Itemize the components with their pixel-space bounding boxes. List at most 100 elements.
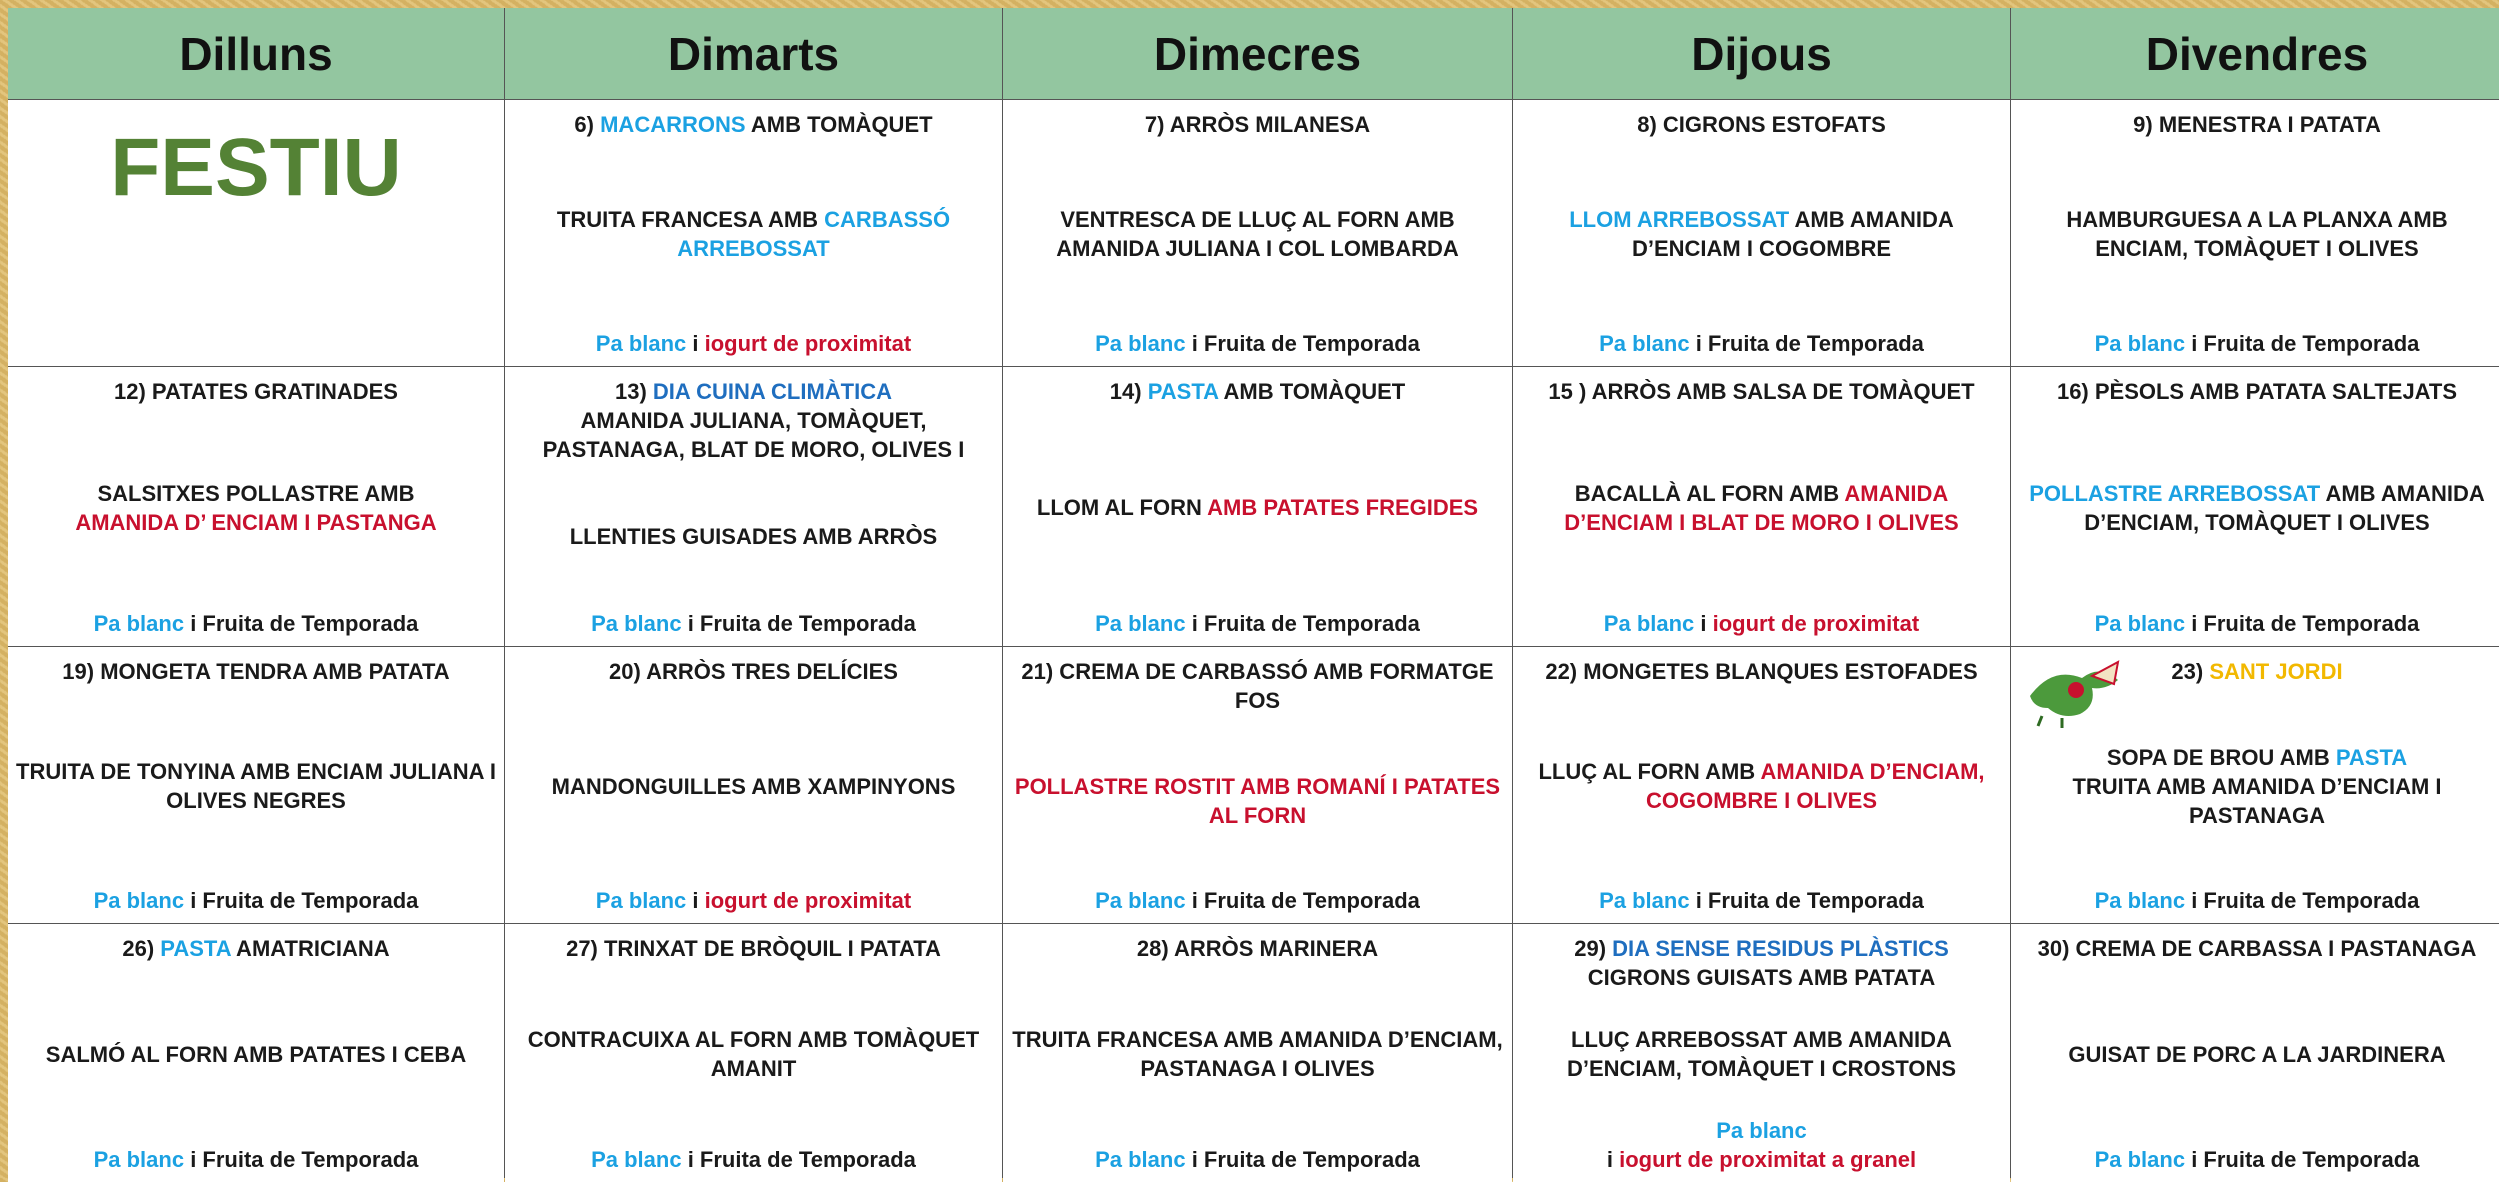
menu-line: AMANIDA JULIANA, TOMÀQUET, PASTANAGA, BL… [513,406,994,464]
menu-text: i [686,331,705,356]
menu-text: TRUITA DE TONYINA AMB ENCIAM JULIANA I O… [16,759,496,813]
menu-line: BACALLÀ AL FORN AMB AMANIDA D’ENCIAM I B… [1521,479,2002,537]
second-dish: SALMÓ AL FORN AMB PATATES I CEBA [16,963,496,1145]
menu-line: 16) PÈSOLS AMB PATATA SALTEJATS [2019,377,2495,406]
menu-text: i Fruita de Temporada [184,611,419,636]
menu-text: i Fruita de Temporada [1689,331,1924,356]
menu-line: Pa blanc i Fruita de Temporada [1011,1145,1504,1174]
menu-text: 7) ARRÒS MILANESA [1144,112,1371,137]
holiday-label: FESTIU [110,122,402,213]
first-dish: 13) DIA CUINA CLIMÀTICA AMANIDA JULIANA, … [513,377,994,464]
dish: SALSITXES POLLASTRE AMB AMANIDA D’ ENCIAM… [16,479,496,537]
menu-text: iogurt de proximitat [1712,611,1920,636]
menu-text: Pa blanc [2094,611,2186,636]
menu-text: i Fruita de Temporada [184,888,419,913]
menu-line: 28) ARRÒS MARINERA [1011,934,1504,963]
menu-line: SALSITXES POLLASTRE AMB [16,479,496,508]
first-dish: 30) CREMA DE CARBASSA I PASTANAGA [2019,934,2495,963]
menu-line: VENTRESCA DE LLUÇ AL FORN AMB AMANIDA JU… [1011,205,1504,263]
menu-line: TRUITA DE TONYINA AMB ENCIAM JULIANA I O… [16,757,496,815]
dish: MANDONGUILLES AMB XAMPINYONS [513,772,994,801]
first-dish: 22) MONGETES BLANQUES ESTOFADES [1521,657,2002,686]
dish: VENTRESCA DE LLUÇ AL FORN AMB AMANIDA JU… [1011,205,1504,263]
menu-cell: 26) PASTA AMATRICIANA SALMÓ AL FORN AMB P… [8,924,504,1182]
menu-text: AMB AMANIDA D’ENCIAM, TOMÀQUET I OLIVES [2084,480,2485,535]
menu-text: 27) TRINXAT DE BRÒQUIL I PATATA [566,936,941,961]
menu-line: 19) MONGETA TENDRA AMB PATATA [16,657,496,686]
menu-line: HAMBURGUESA A LA PLANXA AMB ENCIAM, TOMÀ… [2019,205,2495,263]
menu-line: TRUITA FRANCESA AMB AMANIDA D’ENCIAM, PA… [1011,1025,1504,1083]
dish: LLUÇ ARREBOSSAT AMB AMANIDA D’ENCIAM, TO… [1521,1025,2002,1083]
menu-text: i Fruita de Temporada [2185,888,2420,913]
menu-text: Pa blanc [1095,1147,1186,1172]
first-dish: 9) MENESTRA I PATATA [2019,110,2495,139]
menu-line: LLOM ARREBOSSAT AMB AMANIDA D’ENCIAM I C… [1521,205,2002,263]
menu-text: MANDONGUILLES AMB XAMPINYONS [551,773,956,799]
menu-text: CARBASSÓ ARREBOSSAT [677,207,951,261]
menu-line: 8) CIGRONS ESTOFATS [1521,110,2002,139]
menu-cell: 15 ) ARRÒS AMB SALSA DE TOMÀQUET BACALLÀ … [1513,367,2010,646]
menu-line: 13) DIA CUINA CLIMÀTICA [513,377,994,406]
menu-line: 26) PASTA AMATRICIANA [16,934,496,963]
menu-text: SALSITXES POLLASTRE AMB [97,480,415,506]
menu-text: POLLASTRE ROSTIT AMB ROMANÍ I PATATES AL… [1014,773,1501,828]
menu-line: Pa blanc i Fruita de Temporada [2019,329,2495,358]
second-dish: TRUITA FRANCESA AMB AMANIDA D’ENCIAM, PA… [1011,963,1504,1145]
dish: CONTRACUIXA AL FORN AMB TOMÀQUET AMANIT [513,1025,994,1083]
menu-line: 22) MONGETES BLANQUES ESTOFADES [1521,657,2002,686]
second-dish: LLOM ARREBOSSAT AMB AMANIDA D’ENCIAM I C… [1521,139,2002,329]
dish: LLUÇ AL FORN AMB AMANIDA D’ENCIAM, COGOM… [1521,757,2002,815]
second-dish: TRUITA FRANCESA AMB CARBASSÓ ARREBOSSAT [513,139,994,329]
menu-text: 22) MONGETES BLANQUES ESTOFADES [1545,659,1978,684]
menu-line: SOPA DE BROU AMB PASTA [2019,743,2495,772]
menu-text: i Fruita de Temporada [1185,1147,1420,1172]
dish: LLOM ARREBOSSAT AMB AMANIDA D’ENCIAM I C… [1521,205,2002,263]
menu-text: Pa blanc [595,331,687,356]
menu-text: AMANIDA D’ENCIAM, COGOMBRE I OLIVES [1645,759,1985,813]
menu-line: 12) PATATES GRATINADES [16,377,496,406]
first-dish: 26) PASTA AMATRICIANA [16,934,496,963]
dish: GUISAT DE PORC A LA JARDINERA [2019,1040,2495,1069]
menu-text: 23) [2171,659,2210,684]
dessert: Pa blanc i Fruita de Temporada [2019,886,2495,915]
menu-text: CIGRONS GUISATS AMB PATATA [1587,965,1936,990]
menu-text: AMANIDA D’ENCIAM I BLAT DE MORO I OLIVES [1564,480,1959,535]
menu-text: SANT JORDI [2209,659,2343,684]
menu-text: i Fruita de Temporada [681,1147,916,1172]
menu-text: 12) PATATES GRATINADES [114,379,398,404]
dessert: Pa blanc i Fruita de Temporada [1011,1145,1504,1174]
menu-text: LLUÇ ARREBOSSAT AMB AMANIDA D’ENCIAM, TO… [1566,1027,1957,1081]
menu-text: Pa blanc [2094,888,2186,913]
menu-text: AMB TOMÀQUET [745,112,933,137]
dessert: Pa blanc i iogurt de proximitat [1521,609,2002,638]
second-dish: BACALLÀ AL FORN AMB AMANIDA D’ENCIAM I B… [1521,406,2002,609]
second-dish: LLUÇ AL FORN AMB AMANIDA D’ENCIAM, COGOM… [1521,686,2002,886]
sant-jordi-icon [2030,660,2120,728]
first-dish: 20) ARRÒS TRES DELÍCIES [513,657,994,686]
first-dish: 29) DIA SENSE RESIDUS PLÀSTICS CIGRONS GU… [1521,934,2002,992]
first-dish: 7) ARRÒS MILANESA [1011,110,1504,139]
menu-text: AMANIDA D’ ENCIAM I PASTANGA [75,509,437,535]
menu-line: Pa blanc i Fruita de Temporada [513,609,994,638]
dessert: Pa blanc i Fruita de Temporada [2019,609,2495,638]
menu-text: Pa blanc [2094,1147,2186,1172]
menu-text: Pa blanc [1603,611,1695,636]
menu-line: Pa blanc i iogurt de proximitat [513,886,994,915]
first-dish: 8) CIGRONS ESTOFATS [1521,110,2002,139]
menu-text: Pa blanc [595,888,687,913]
menu-line: 7) ARRÒS MILANESA [1011,110,1504,139]
menu-text: TRUITA AMB AMANIDA D’ENCIAM I PASTANAGA [2072,773,2442,828]
menu-text: i Fruita de Temporada [184,1147,419,1172]
menu-cell: 22) MONGETES BLANQUES ESTOFADES LLUÇ AL F… [1513,647,2010,923]
menu-text: AMB PATATES FREGIDES [1207,495,1479,520]
menu-cell: 28) ARRÒS MARINERA TRUITA FRANCESA AMB AM… [1003,924,1512,1182]
dessert: Pa blanc i Fruita de Temporada [2019,329,2495,358]
menu-line: CIGRONS GUISATS AMB PATATA [1521,963,2002,992]
menu-line: Pa blanc i Fruita de Temporada [1011,609,1504,638]
day-header: Dimarts [505,8,1002,99]
menu-text: 21) CREMA DE CARBASSÓ AMB FORMATGE FOS [1021,659,1494,713]
menu-text: PASTA [2335,744,2408,770]
second-dish: TRUITA DE TONYINA AMB ENCIAM JULIANA I O… [16,686,496,886]
menu-text: i Fruita de Temporada [1185,888,1420,913]
menu-line: 14) PASTA AMB TOMÀQUET [1011,377,1504,406]
